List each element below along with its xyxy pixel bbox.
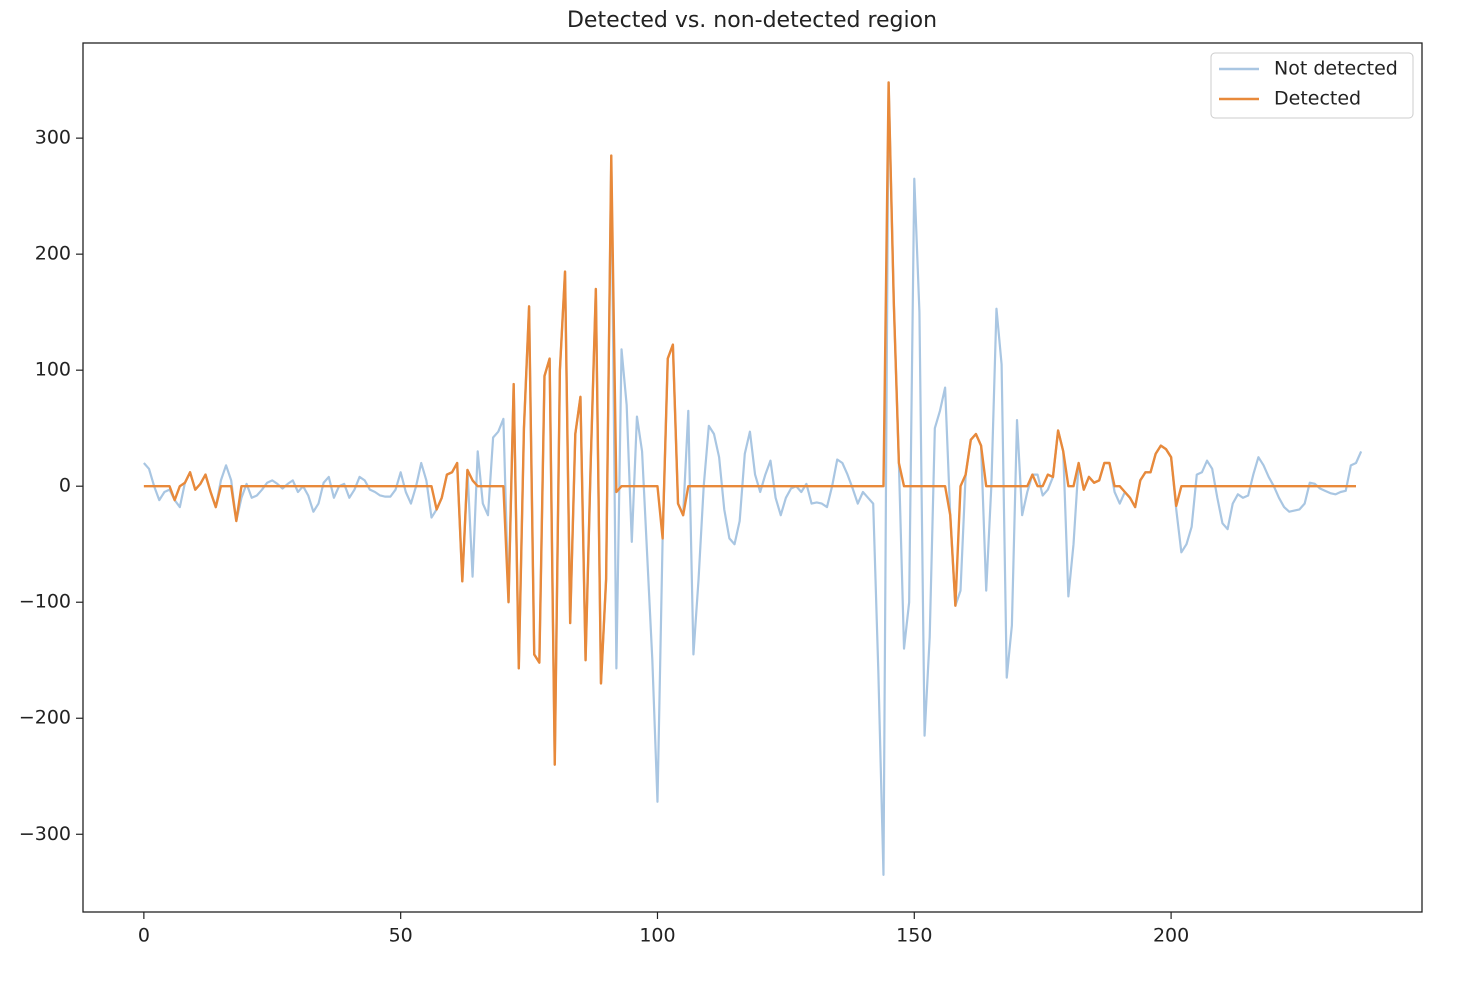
legend: Not detected Detected [1210, 52, 1414, 119]
legend-label: Detected [1274, 88, 1361, 110]
plot-frame [82, 42, 1423, 913]
y-tick-label: 300 [35, 127, 71, 149]
legend-label: Not detected [1274, 58, 1398, 80]
y-tick-label: −200 [19, 707, 71, 729]
y-tick-label: −300 [19, 823, 71, 845]
x-tick-label: 100 [639, 925, 675, 947]
y-tick-label: 200 [35, 243, 71, 265]
chart-title: Detected vs. non-detected region [567, 8, 937, 33]
x-tick-label: 150 [896, 925, 932, 947]
x-tick-label: 50 [389, 925, 413, 947]
y-tick-label: 100 [35, 359, 71, 381]
series-line [143, 81, 1356, 766]
legend-box [1210, 52, 1414, 119]
series-line [143, 81, 1363, 876]
x-tick-label: 0 [138, 925, 150, 947]
x-tick-label: 200 [1153, 925, 1189, 947]
y-tick-label: 0 [59, 475, 71, 497]
y-tick-label: −100 [19, 591, 71, 613]
